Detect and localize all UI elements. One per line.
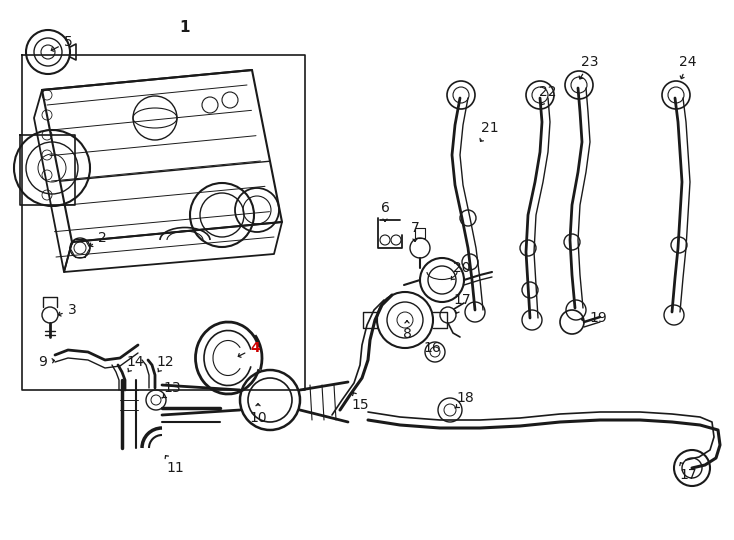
Text: 3: 3 [59,303,76,317]
Text: 9: 9 [39,355,54,369]
Text: 12: 12 [156,355,174,372]
Text: 19: 19 [581,311,607,325]
Text: 17: 17 [679,463,697,482]
Text: 18: 18 [455,391,474,408]
Text: 17: 17 [453,293,470,313]
Text: 2: 2 [90,231,106,247]
Text: 7: 7 [410,221,419,241]
Text: 16: 16 [423,341,441,355]
Text: 20: 20 [451,261,470,280]
Text: 8: 8 [402,321,412,341]
Text: 11: 11 [165,456,184,475]
Text: 4: 4 [239,341,260,357]
Text: 1: 1 [180,21,190,36]
Text: 10: 10 [249,404,267,425]
Text: 24: 24 [679,55,697,79]
Text: 21: 21 [480,121,499,141]
Text: 6: 6 [380,201,390,221]
Text: 23: 23 [579,55,599,79]
Text: 13: 13 [162,381,181,398]
Text: 5: 5 [51,35,73,51]
Text: 22: 22 [539,85,557,105]
Text: 15: 15 [351,393,368,412]
Text: 14: 14 [126,355,144,372]
